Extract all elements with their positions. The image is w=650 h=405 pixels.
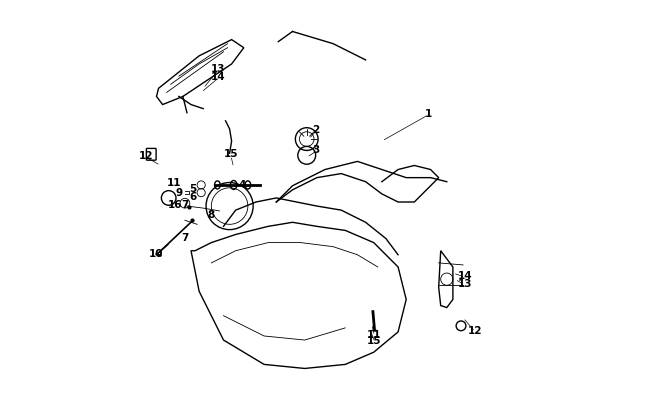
Text: 15: 15	[224, 149, 238, 159]
Text: 1: 1	[425, 109, 432, 118]
Text: 7: 7	[181, 232, 188, 242]
Text: 6: 6	[189, 192, 197, 201]
Text: 14: 14	[211, 72, 226, 82]
Text: 9: 9	[176, 188, 183, 197]
Text: 5: 5	[189, 183, 197, 193]
Text: 4: 4	[238, 179, 246, 189]
Text: 15: 15	[367, 335, 382, 345]
Text: 13: 13	[458, 279, 473, 288]
Text: 16: 16	[168, 200, 182, 209]
Text: 12: 12	[468, 325, 482, 335]
Text: 10: 10	[150, 248, 164, 258]
Text: 13: 13	[211, 64, 226, 74]
Text: 14: 14	[458, 271, 473, 280]
Text: 8: 8	[208, 210, 215, 220]
Text: 11: 11	[166, 177, 181, 187]
Text: 12: 12	[139, 151, 153, 161]
Text: 11: 11	[367, 329, 382, 339]
Text: 7: 7	[181, 200, 188, 209]
Text: 3: 3	[313, 145, 320, 155]
Text: 2: 2	[313, 125, 320, 134]
